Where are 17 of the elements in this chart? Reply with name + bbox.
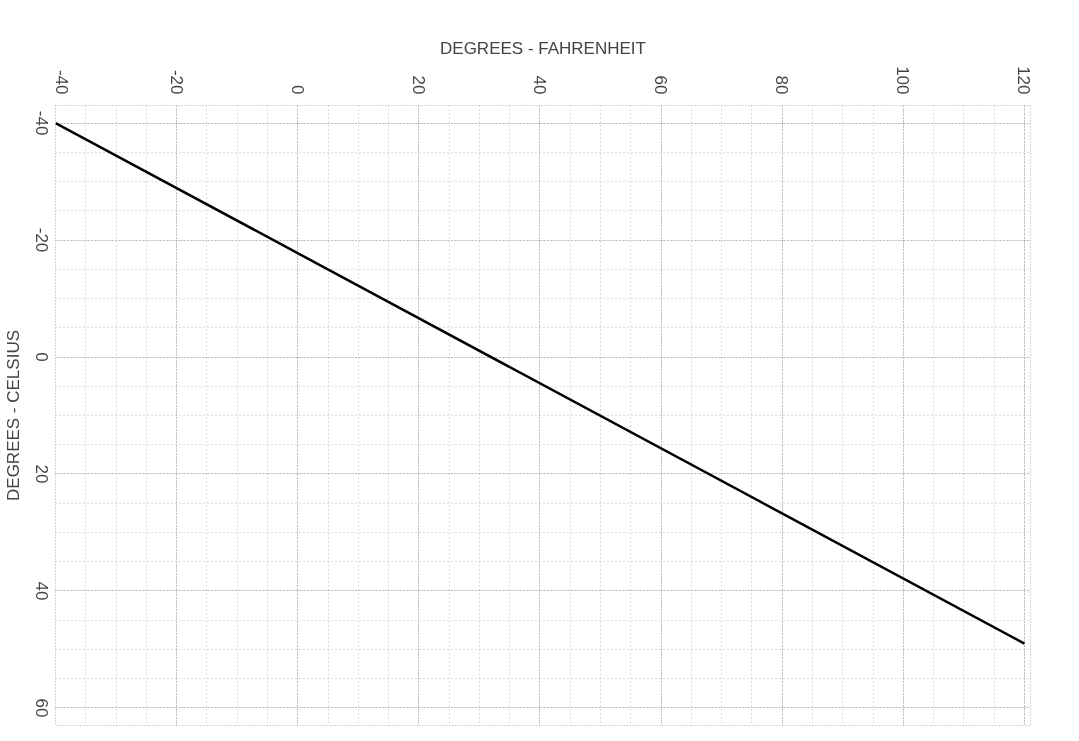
x-tick-label: -40 bbox=[51, 69, 71, 95]
x-tick-label: 40 bbox=[529, 75, 549, 95]
y-tick-label: 60 bbox=[31, 698, 51, 718]
x-axis-title: DEGREES - FAHRENHEIT bbox=[440, 39, 646, 59]
y-tick-label: 40 bbox=[31, 581, 51, 601]
x-tick-label: 0 bbox=[287, 85, 307, 95]
x-tick-label: 60 bbox=[651, 75, 671, 95]
x-tick-label: -20 bbox=[166, 69, 186, 95]
x-tick-label: 80 bbox=[772, 75, 792, 95]
x-tick-label: 20 bbox=[408, 75, 428, 95]
y-tick-label: -40 bbox=[31, 110, 51, 136]
y-tick-label: 20 bbox=[31, 464, 51, 484]
y-tick-label: -20 bbox=[31, 227, 51, 253]
x-tick-label: 100 bbox=[893, 66, 913, 95]
y-tick-label: 0 bbox=[31, 352, 51, 362]
x-tick-label: 120 bbox=[1014, 66, 1034, 95]
y-axis-title: DEGREES - CELSIUS bbox=[3, 329, 23, 501]
